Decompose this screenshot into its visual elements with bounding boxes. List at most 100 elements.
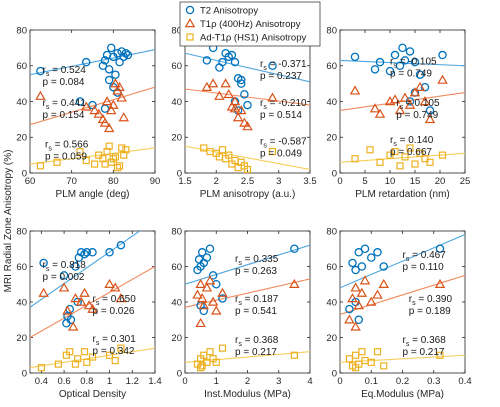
x-tick-label: 3.5 [303, 176, 316, 187]
data-point-triangle [359, 275, 371, 285]
rs-value: rs = 0.566 [45, 139, 89, 152]
scatter-panel-4: 0.4 0.6 0.8 1 1.2 1.4 0 20 40 60 80 Optical Density… [16, 226, 161, 400]
p-value: p = 0.110 [403, 262, 445, 273]
data-point-circle [218, 294, 227, 303]
data-point-square [88, 353, 97, 361]
x-tick-label: 4 [307, 376, 312, 387]
x-axis-label: PLM anisotropy (a.u.) [200, 189, 296, 200]
y-tick-label: 20 [171, 133, 182, 144]
rs-value: rs = -0.371 [260, 59, 307, 72]
x-axis-label: PLM angle (deg) [56, 189, 130, 200]
fit-line-triangle [185, 278, 310, 308]
y-tick-label: 40 [326, 97, 337, 108]
y-tick-label: 60 [171, 262, 182, 273]
p-value: p = 0.084 [43, 77, 85, 88]
data-point-circle [107, 43, 116, 53]
data-point-circle [199, 306, 208, 316]
data-point-triangle [201, 282, 213, 292]
data-point-triangle [108, 99, 119, 109]
data-point-triangle [409, 87, 421, 97]
data-point-square [109, 155, 117, 163]
y-tick-label: 0 [177, 368, 182, 379]
data-point-circle [435, 244, 445, 253]
p-value: p = 0.749 [390, 68, 432, 79]
data-point-square [113, 164, 122, 172]
data-point-circle [360, 244, 370, 253]
data-point-triangle [198, 300, 209, 310]
x-tick-label: 0.8 [80, 376, 93, 387]
scatter-panel-6: 0 0.1 0.2 0.3 0.4 0 20 40 60 80 Eq.Modulus (MPa) rs… [326, 226, 471, 400]
data-point-triangle [344, 314, 355, 324]
legend-marker-triangle [184, 18, 196, 28]
data-point-triangle [214, 90, 225, 100]
data-point-square [380, 362, 388, 370]
data-point-triangle [116, 92, 127, 102]
x-tick-label: 0.4 [458, 376, 471, 387]
y-tick-label: 60 [16, 262, 27, 273]
data-point-circle [82, 57, 91, 67]
data-point-triangle [89, 105, 100, 115]
data-point-circle [105, 248, 114, 257]
data-point-circle [115, 57, 124, 67]
rs-value: rs = 0.467 [403, 250, 447, 263]
y-tick-label: 60 [326, 61, 337, 72]
data-point-triangle [62, 305, 73, 315]
data-point-triangle [115, 293, 127, 303]
data-point-triangle [79, 287, 90, 297]
data-point-square [351, 155, 359, 163]
fit-line-square [185, 145, 310, 170]
p-value: p = 0.342 [93, 346, 135, 357]
data-point-circle [121, 48, 131, 58]
data-point-square [37, 364, 45, 372]
fit-line-triangle [30, 86, 155, 126]
fit-line-circle [185, 244, 310, 285]
fit-line-circle [30, 231, 141, 308]
x-tick-label: 1 [107, 376, 112, 387]
x-tick-label: 2.5 [241, 176, 254, 187]
legend: T2 Anisotropy T1ρ (400Hz) Anisotropy Ad-T1… [179, 1, 321, 47]
fit-line-circle [340, 234, 465, 289]
y-tick-label: 60 [326, 262, 337, 273]
data-point-triangle [110, 78, 121, 88]
fit-line-square [185, 351, 310, 363]
data-point-circle [348, 258, 357, 268]
data-point-circle [100, 56, 110, 65]
data-point-triangle [424, 113, 436, 124]
x-axis-label: Optical Density [59, 389, 126, 400]
data-point-triangle [103, 122, 115, 133]
data-point-square [99, 155, 107, 163]
y-tick-label: 20 [16, 333, 27, 344]
x-tick-label: 5 [362, 176, 367, 187]
data-point-triangle [109, 282, 121, 292]
p-value: p = 0.667 [390, 147, 432, 158]
legend-marker-circle [185, 5, 195, 15]
data-point-square [120, 151, 128, 159]
data-point-triangle [394, 105, 406, 115]
x-tick-label: 0.4 [35, 376, 48, 387]
data-point-triangle [434, 278, 446, 288]
data-point-triangle [414, 81, 426, 91]
data-point-triangle [220, 78, 231, 88]
data-point-circle [36, 66, 45, 76]
rs-value: rs = 0.335 [235, 254, 279, 267]
data-point-triangle [207, 78, 219, 88]
y-tick-label: 20 [171, 333, 182, 344]
y-tick-label: 0 [332, 368, 337, 379]
data-point-square [243, 165, 252, 173]
rs-value: rs = 0.140 [390, 135, 434, 148]
data-point-square [212, 358, 220, 366]
x-tick-label: 2 [214, 176, 219, 187]
data-point-circle [415, 70, 425, 79]
plot-area [185, 43, 310, 173]
data-point-square [111, 356, 119, 365]
y-tick-label: 0 [332, 168, 337, 179]
data-point-square [290, 351, 298, 359]
p-value: p = 0.541 [235, 306, 277, 317]
x-tick-label: 0.1 [365, 376, 378, 387]
legend-label: T1ρ (400Hz) Anisotropy [200, 19, 301, 30]
